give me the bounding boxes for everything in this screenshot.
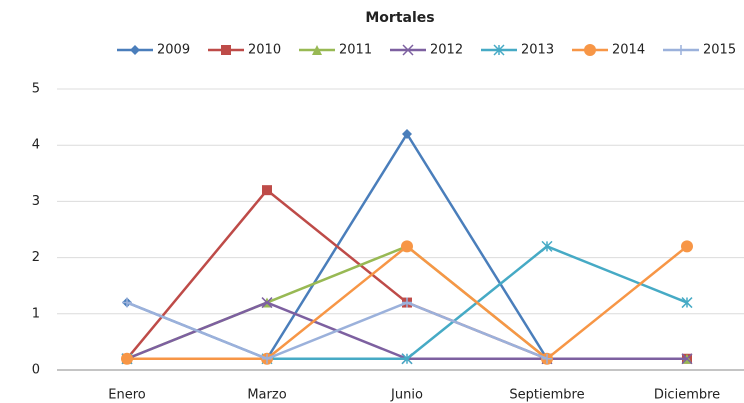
x-tick-label: Septiembre	[509, 388, 584, 403]
y-tick-label: 3	[32, 194, 40, 209]
data-point	[681, 297, 693, 309]
series-line	[126, 188, 687, 361]
y-tick-label: 4	[32, 138, 40, 153]
data-point	[121, 352, 133, 365]
data-point	[542, 353, 552, 364]
legend-marker	[676, 45, 686, 55]
data-point	[262, 353, 272, 364]
data-point	[262, 185, 272, 196]
data-point	[122, 297, 132, 308]
x-tick-label: Junio	[390, 388, 423, 403]
series-line	[126, 301, 687, 361]
data-point	[261, 297, 273, 309]
legend-label: 2013	[521, 43, 554, 58]
y-tick-label: 5	[32, 82, 40, 97]
x-tick-label: Marzo	[247, 388, 286, 403]
chart-title: Mortales	[365, 10, 434, 26]
legend-label: 2014	[612, 43, 645, 58]
data-point	[401, 353, 413, 365]
data-point	[401, 240, 413, 253]
legend-label: 2009	[157, 43, 190, 58]
legend-marker	[221, 45, 231, 55]
data-point	[681, 353, 693, 365]
legend-marker	[402, 44, 414, 56]
legend-marker	[130, 45, 140, 55]
data-point	[402, 128, 412, 139]
x-tick-label: Enero	[108, 388, 146, 403]
legend-label: 2012	[430, 43, 463, 58]
y-tick-label: 0	[32, 363, 40, 378]
data-point	[402, 297, 412, 308]
data-point	[681, 240, 693, 253]
series-line	[126, 301, 548, 361]
y-tick-label: 1	[32, 306, 40, 321]
data-point	[541, 240, 553, 252]
y-tick-label: 2	[32, 250, 40, 265]
legend-marker	[493, 44, 505, 56]
legend-label: 2015	[703, 43, 736, 58]
legend-label: 2010	[248, 43, 281, 58]
legend-label: 2011	[339, 43, 372, 58]
x-tick-label: Diciembre	[654, 388, 720, 403]
legend-marker	[312, 45, 322, 55]
legend-marker	[584, 44, 596, 56]
